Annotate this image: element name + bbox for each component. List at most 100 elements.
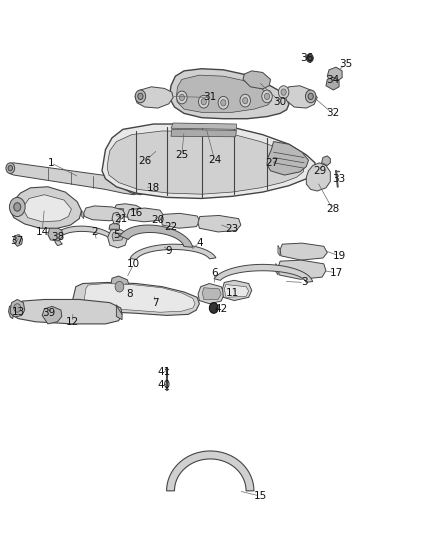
Circle shape	[14, 203, 21, 211]
Polygon shape	[117, 305, 122, 320]
Text: 41: 41	[158, 367, 171, 377]
Polygon shape	[177, 75, 272, 112]
Polygon shape	[198, 215, 241, 232]
Polygon shape	[9, 305, 13, 319]
Polygon shape	[112, 232, 123, 241]
Polygon shape	[223, 280, 252, 301]
Circle shape	[262, 90, 272, 103]
Circle shape	[279, 86, 289, 99]
Polygon shape	[48, 227, 63, 241]
Text: 27: 27	[265, 158, 278, 168]
Polygon shape	[125, 177, 151, 195]
Polygon shape	[170, 69, 289, 119]
Polygon shape	[112, 212, 121, 224]
Circle shape	[243, 98, 248, 104]
Circle shape	[179, 94, 184, 101]
Polygon shape	[118, 208, 123, 211]
Polygon shape	[127, 208, 163, 222]
Polygon shape	[114, 204, 144, 217]
Circle shape	[221, 100, 226, 106]
Circle shape	[306, 54, 313, 62]
Circle shape	[177, 91, 187, 104]
Polygon shape	[327, 67, 342, 82]
Text: 34: 34	[326, 76, 339, 85]
Polygon shape	[202, 288, 221, 300]
Text: 21: 21	[114, 214, 127, 224]
Text: 36: 36	[300, 53, 313, 62]
Text: 25: 25	[175, 150, 188, 160]
Circle shape	[281, 89, 286, 95]
Polygon shape	[198, 284, 224, 304]
Polygon shape	[130, 244, 216, 260]
Polygon shape	[321, 156, 330, 165]
Polygon shape	[73, 282, 199, 316]
Text: 2: 2	[91, 227, 98, 237]
Polygon shape	[166, 451, 254, 491]
Polygon shape	[267, 142, 308, 175]
Polygon shape	[7, 163, 141, 195]
Polygon shape	[22, 195, 71, 222]
Text: 42: 42	[215, 304, 228, 314]
Text: 35: 35	[339, 60, 352, 69]
Text: 14: 14	[35, 227, 49, 237]
Text: 28: 28	[326, 204, 339, 214]
Polygon shape	[120, 225, 193, 247]
Text: 18: 18	[147, 183, 160, 193]
Polygon shape	[276, 263, 278, 275]
Polygon shape	[109, 223, 120, 229]
Text: 13: 13	[11, 306, 25, 317]
Polygon shape	[84, 206, 125, 221]
Text: 15: 15	[254, 491, 267, 501]
Text: 7: 7	[152, 297, 159, 308]
Text: 4: 4	[196, 238, 203, 247]
Polygon shape	[13, 235, 22, 246]
Circle shape	[8, 165, 12, 171]
Text: 26: 26	[138, 156, 152, 166]
Polygon shape	[284, 86, 317, 108]
Text: 17: 17	[330, 268, 343, 278]
Circle shape	[6, 163, 14, 173]
Polygon shape	[135, 87, 173, 108]
Polygon shape	[278, 245, 280, 256]
Polygon shape	[13, 300, 122, 324]
Text: 33: 33	[332, 174, 346, 184]
Polygon shape	[54, 226, 117, 246]
Text: 31: 31	[204, 92, 217, 102]
Polygon shape	[243, 71, 271, 89]
Text: 32: 32	[326, 108, 339, 118]
Text: 11: 11	[226, 288, 239, 298]
Text: 12: 12	[66, 317, 79, 327]
Circle shape	[115, 281, 124, 292]
Text: 10: 10	[127, 259, 141, 269]
Polygon shape	[171, 130, 237, 137]
Circle shape	[198, 95, 209, 108]
Polygon shape	[81, 210, 84, 219]
Text: 29: 29	[313, 166, 326, 176]
Polygon shape	[108, 228, 127, 248]
Text: 3: 3	[301, 278, 307, 287]
Circle shape	[209, 303, 218, 313]
Polygon shape	[107, 131, 304, 194]
Circle shape	[305, 90, 316, 103]
Circle shape	[138, 93, 143, 100]
Polygon shape	[214, 264, 313, 282]
Text: 37: 37	[10, 236, 24, 246]
Text: 1: 1	[48, 158, 54, 168]
Polygon shape	[278, 260, 326, 279]
Circle shape	[14, 304, 21, 312]
Polygon shape	[102, 124, 315, 198]
Polygon shape	[161, 213, 200, 228]
Text: 23: 23	[226, 224, 239, 235]
Circle shape	[201, 99, 206, 105]
Polygon shape	[42, 306, 62, 324]
Polygon shape	[224, 285, 249, 297]
Polygon shape	[111, 276, 130, 295]
Text: 6: 6	[211, 268, 218, 278]
Text: 22: 22	[164, 222, 177, 232]
Text: 40: 40	[158, 379, 171, 390]
Polygon shape	[280, 243, 327, 260]
Polygon shape	[306, 163, 330, 191]
Polygon shape	[171, 123, 237, 130]
Polygon shape	[153, 185, 173, 194]
Polygon shape	[85, 284, 195, 312]
